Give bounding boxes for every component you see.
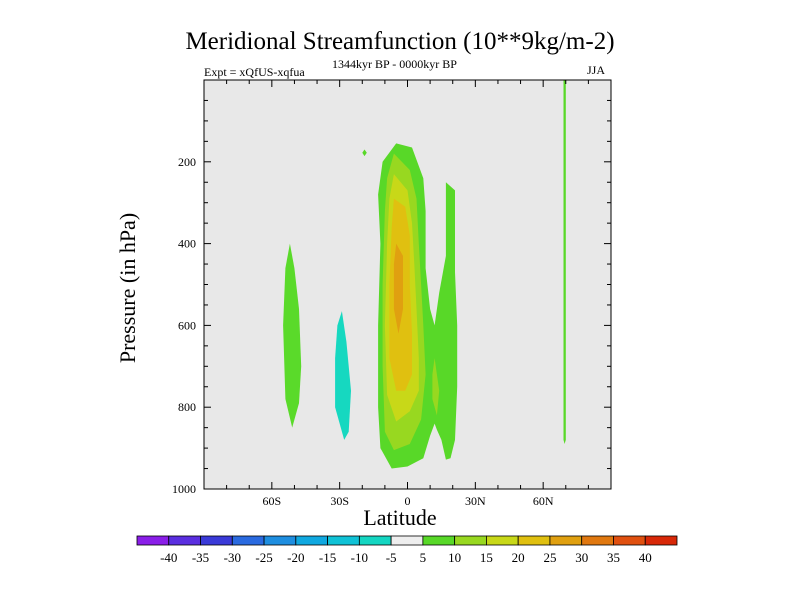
experiment-label: Expt = xQfUS-xqfua <box>204 65 305 79</box>
colorbar-label: -35 <box>192 550 209 565</box>
colorbar-swatch <box>136 535 170 546</box>
colorbar-swatch <box>327 535 360 546</box>
colorbar-swatch <box>200 535 233 546</box>
colorbar-label: -15 <box>319 550 336 565</box>
x-tick-label: 60S <box>262 494 281 508</box>
season-label: JJA <box>587 63 606 77</box>
colorbar-swatch <box>390 535 424 546</box>
colorbar-label: 30 <box>575 550 588 565</box>
contour-region-pos-70N <box>563 80 566 444</box>
colorbar-label: -25 <box>255 550 272 565</box>
y-tick-label: 800 <box>178 400 196 414</box>
colorbar-label: -10 <box>351 550 368 565</box>
y-tick-label: 400 <box>178 237 196 251</box>
colorbar-label: 10 <box>448 550 461 565</box>
colorbar-swatch <box>263 535 297 546</box>
colorbar-label: 15 <box>480 550 493 565</box>
contour-region-pos-21S <box>362 149 367 157</box>
colorbar-swatch <box>549 535 583 546</box>
colorbar-swatch <box>422 535 456 546</box>
colorbar-label: 20 <box>512 550 525 565</box>
colorbar-label: 5 <box>420 550 427 565</box>
colorbar-label: -5 <box>386 550 397 565</box>
colorbar-swatch <box>358 535 392 546</box>
colorbar-label: -20 <box>287 550 304 565</box>
y-tick-label: 600 <box>178 318 196 332</box>
colorbar-swatch <box>581 535 614 546</box>
x-tick-label: 30S <box>330 494 349 508</box>
colorbar-swatch <box>517 535 551 546</box>
x-tick-label: 60N <box>533 494 554 508</box>
contour-region-neg-30S <box>335 311 351 440</box>
colorbar-swatch <box>231 535 265 546</box>
y-tick-label: 200 <box>178 155 196 169</box>
x-axis-label: Latitude <box>363 505 437 530</box>
colorbar-label: 40 <box>639 550 652 565</box>
x-tick-label: 0 <box>405 494 411 508</box>
x-tick-label: 30N <box>465 494 486 508</box>
colorbar-swatch <box>613 535 646 546</box>
period-label: 1344kyr BP - 0000kyr BP <box>332 57 457 71</box>
colorbar-label: 25 <box>543 550 556 565</box>
colorbar-swatch <box>486 535 519 546</box>
colorbar-label: -30 <box>224 550 241 565</box>
y-tick-label: 1000 <box>172 482 196 496</box>
colorbar-label: 35 <box>607 550 620 565</box>
contour-region-pos-15N-lime <box>432 358 440 416</box>
contour-region-pos-eq-orange <box>393 243 403 334</box>
colorbar-swatch <box>295 535 328 546</box>
chart-title: Meridional Streamfunction (10**9kg/m-2) <box>185 28 615 55</box>
colorbar-swatch <box>644 535 678 546</box>
colorbar-label: -40 <box>160 550 177 565</box>
contour-region-neg-60S <box>283 243 302 428</box>
colorbar-swatch <box>454 535 487 546</box>
colorbar-swatch <box>168 535 201 546</box>
